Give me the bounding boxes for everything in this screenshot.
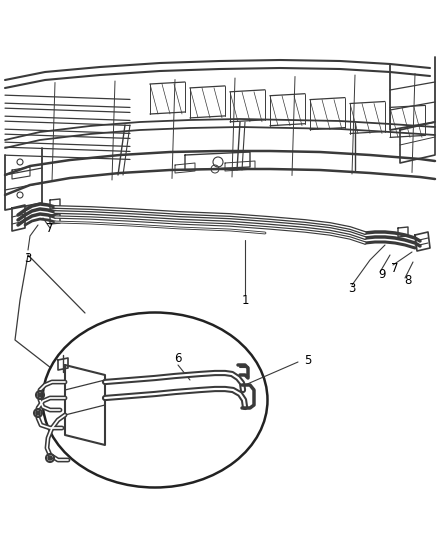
Text: 1: 1	[241, 294, 249, 306]
Text: 7: 7	[391, 262, 399, 274]
Text: 5: 5	[304, 353, 312, 367]
Ellipse shape	[42, 312, 268, 488]
Circle shape	[48, 456, 52, 460]
Text: 6: 6	[174, 351, 182, 365]
Circle shape	[38, 393, 42, 397]
Text: 7: 7	[46, 222, 54, 235]
Circle shape	[36, 411, 40, 415]
Text: 3: 3	[25, 252, 32, 264]
Text: 8: 8	[404, 273, 412, 287]
Text: 3: 3	[348, 281, 356, 295]
Text: 9: 9	[378, 269, 386, 281]
